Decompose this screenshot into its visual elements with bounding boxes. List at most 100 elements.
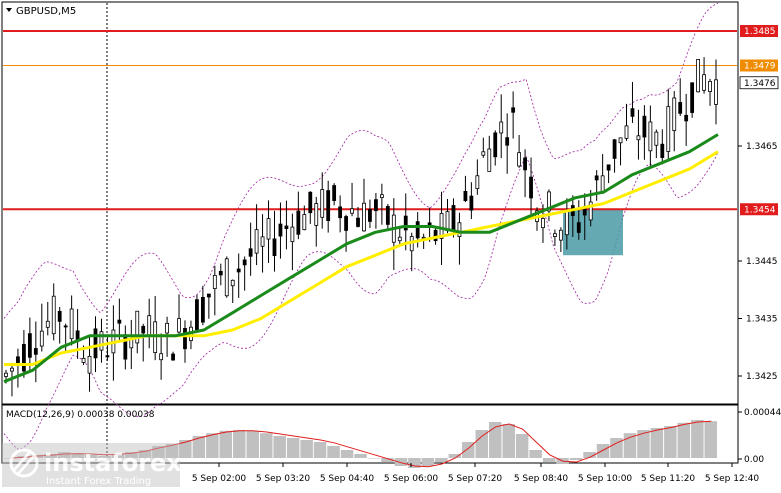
candle [547, 189, 551, 222]
candle [326, 180, 331, 233]
candles [4, 57, 718, 397]
watermark: instaforex Instant Forex Trading [2, 443, 182, 487]
candle [374, 193, 378, 229]
candle [195, 294, 199, 331]
candle [63, 323, 68, 353]
time-tick-label: 5 Sep 03:20 [256, 474, 311, 484]
macd-histogram-bar [515, 434, 529, 458]
ma-green-line [3, 133, 719, 384]
macd-histogram-bar [98, 456, 111, 458]
svg-text:1.3479: 1.3479 [744, 62, 776, 72]
candle [517, 134, 522, 168]
candle [690, 82, 695, 118]
time-tick-label: 5 Sep 07:20 [448, 474, 503, 484]
candle [39, 303, 44, 352]
candle [105, 334, 110, 361]
current-price-tag: 1.3476 [739, 76, 779, 90]
candle [499, 94, 504, 159]
candle [147, 298, 152, 349]
candle [123, 325, 128, 370]
macd-histogram-bar [502, 424, 515, 458]
macd-histogram-bar [394, 458, 408, 466]
candle [266, 200, 271, 263]
candle [27, 317, 32, 372]
macd-histogram-bar [691, 420, 704, 458]
macd-histogram-bar [542, 458, 556, 462]
time-tick-label: 5 Sep 12:40 [705, 474, 760, 484]
macd-histogram-bar [179, 440, 192, 458]
candle [177, 294, 181, 337]
candle [403, 193, 408, 251]
candle [308, 191, 313, 224]
macd-histogram-bar [448, 454, 462, 458]
candle [93, 316, 98, 373]
macd-histogram-bar [650, 428, 664, 458]
price-tick-label: 1.3425 [746, 372, 778, 382]
macd-histogram-bar [4, 458, 17, 459]
candle [553, 229, 557, 247]
chart-title: GBPUSD,M5 [16, 6, 76, 17]
svg-text:1.3454: 1.3454 [744, 205, 776, 215]
highlight-zone [563, 209, 623, 256]
candle [224, 256, 229, 298]
candle [290, 213, 295, 271]
candle [332, 183, 337, 206]
candle [702, 57, 706, 94]
macd-histogram-bar [408, 458, 421, 468]
candle [511, 91, 516, 139]
price-tags: 1.3485 1.3479 1.3454 1.3476 [739, 25, 779, 216]
candle [87, 336, 92, 392]
candle [463, 175, 468, 203]
macd-histogram-bar [57, 452, 71, 458]
candle [260, 214, 265, 273]
macd-tick-label: 0.00 [744, 455, 764, 465]
symbol-header[interactable]: GBPUSD,M5 [6, 6, 76, 17]
instaforex-logo-icon [9, 448, 39, 478]
candle [379, 183, 384, 225]
envelope-upper-line [3, 2, 719, 319]
macd-histogram-bar [246, 430, 259, 458]
candle [153, 296, 158, 361]
macd-histogram-bar [233, 430, 246, 458]
price-tag-1.3479: 1.3479 [740, 59, 778, 72]
dropdown-triangle-icon[interactable] [6, 8, 12, 12]
candle [16, 348, 20, 388]
time-tick-label: 5 Sep 11:20 [641, 474, 696, 484]
candle [296, 191, 301, 240]
candle [529, 157, 533, 219]
candle [350, 182, 354, 217]
envelope-bands [3, 2, 719, 451]
macd-histogram-bar [327, 446, 340, 458]
watermark-brand: instaforex [44, 449, 182, 477]
macd-histogram-bar [664, 426, 677, 458]
macd-histogram-bar [84, 454, 98, 458]
macd-panel-frame [1, 404, 739, 464]
moving-averages [3, 133, 719, 384]
candle [469, 182, 474, 220]
candle [457, 212, 462, 265]
candle [314, 196, 319, 247]
ma-yellow-line [4, 150, 719, 366]
candle [129, 319, 134, 370]
candle [33, 321, 38, 383]
candle [654, 129, 659, 159]
time-tick-label: 5 Sep 04:40 [320, 474, 375, 484]
macd-histogram-bar [623, 433, 637, 458]
macd-histogram-bar [286, 438, 300, 458]
candle [356, 206, 360, 228]
candle [69, 295, 74, 346]
price-tick-label: 1.3445 [746, 257, 778, 267]
candle [612, 138, 617, 173]
macd-histogram-bar [192, 436, 206, 458]
candle [320, 172, 325, 229]
candle [171, 351, 175, 361]
macd-signal-line [10, 420, 712, 468]
candle [254, 204, 259, 266]
macd-histogram-bar [475, 430, 488, 458]
macd-histogram-bar [610, 438, 623, 458]
candle [385, 203, 390, 231]
macd-histogram-bar [367, 458, 381, 459]
macd-histogram-bar [206, 433, 219, 458]
